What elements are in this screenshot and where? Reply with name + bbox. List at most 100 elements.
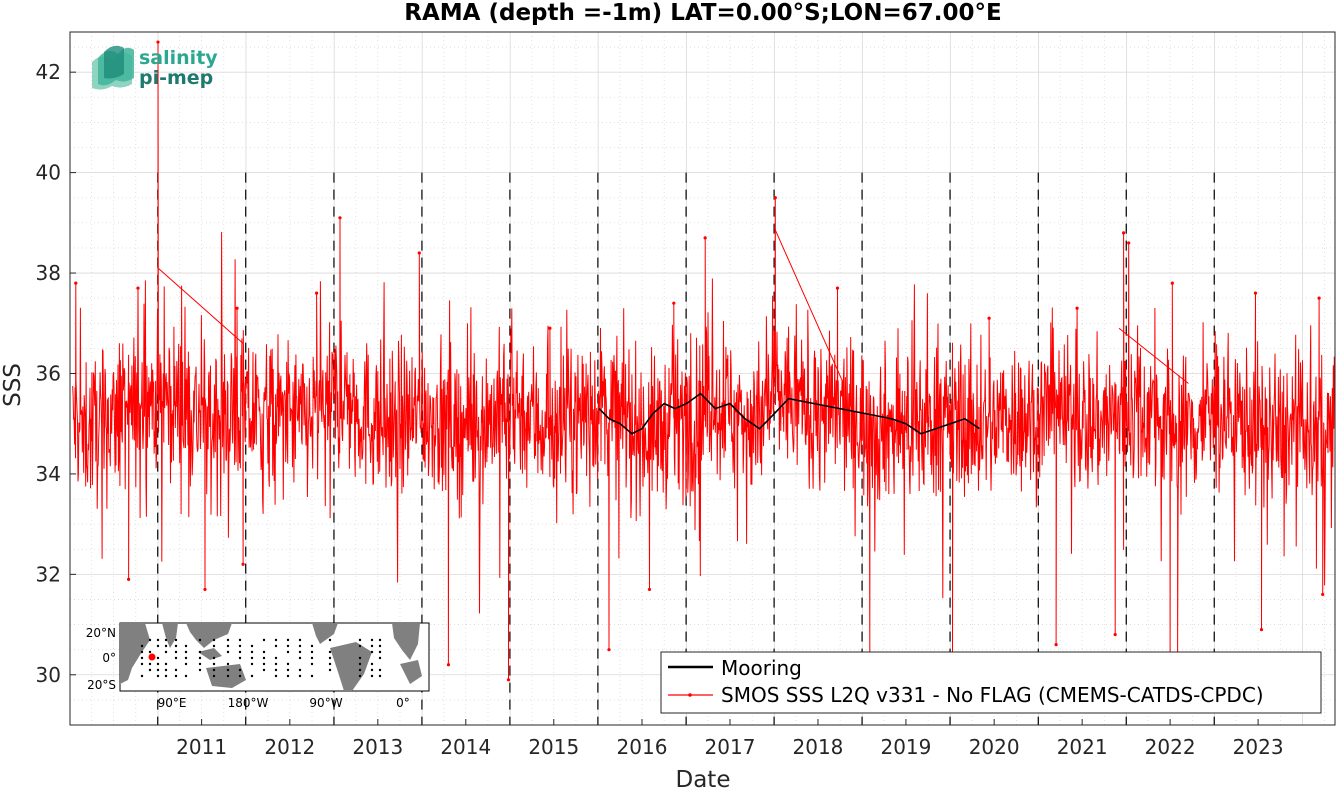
map-buoy-dot xyxy=(226,674,230,678)
logo-line1: salinity xyxy=(139,47,218,69)
map-buoy-dot xyxy=(238,650,242,654)
map-buoy-dot xyxy=(358,668,362,672)
map-buoy-dot xyxy=(286,662,290,666)
y-axis-ticks: 30 32 34 36 38 40 42 xyxy=(36,60,76,687)
legend: Mooring SMOS SSS L2Q v331 - No FLAG (CME… xyxy=(660,651,1322,714)
x-tick-label: 2016 xyxy=(617,735,668,759)
x-tick-label: 2011 xyxy=(176,735,227,759)
smos-spike-point xyxy=(987,316,991,320)
x-tick-label: 2013 xyxy=(352,735,403,759)
y-tick-label: 40 xyxy=(36,161,61,185)
y-tick-label: 30 xyxy=(36,663,61,687)
map-buoy-dot xyxy=(238,656,242,660)
map-buoy-dot xyxy=(164,668,168,672)
map-lon-label-180w: 180°W xyxy=(228,696,269,710)
map-buoy-dot xyxy=(358,656,362,660)
map-buoy-dot xyxy=(274,674,278,678)
smos-series xyxy=(72,40,1335,682)
x-tick-label: 2018 xyxy=(793,735,844,759)
map-lat-label-20s: 20°S xyxy=(87,678,116,692)
map-buoy-dot xyxy=(378,668,382,672)
map-buoy-dot xyxy=(370,638,374,642)
map-buoy-dot xyxy=(226,650,230,654)
map-buoy-dot xyxy=(164,662,168,666)
map-buoy-dot xyxy=(174,644,178,648)
x-tick-label: 2015 xyxy=(528,735,579,759)
map-buoy-dot xyxy=(198,650,202,654)
map-buoy-dot xyxy=(156,644,160,648)
map-buoy-dot xyxy=(298,668,302,672)
logo-line2: pi-mep xyxy=(139,67,213,89)
smos-spike-point xyxy=(1054,643,1058,647)
map-buoy-grid xyxy=(140,638,382,678)
smos-spike-point xyxy=(1170,281,1174,285)
map-buoy-dot xyxy=(174,668,178,672)
smos-spike-point xyxy=(1321,592,1325,597)
map-buoy-dot xyxy=(174,638,178,642)
map-buoy-dot xyxy=(378,674,382,678)
map-buoy-dot xyxy=(250,656,254,660)
smos-spike-point xyxy=(773,196,777,200)
smos-spike-point xyxy=(506,678,511,682)
inset-map: 20°N 0° 20°S 90°E 180°W 90°W 0° xyxy=(86,622,430,710)
map-buoy-dot xyxy=(212,644,216,648)
map-lon-label-90w: 90°W xyxy=(309,696,342,710)
map-buoy-dot xyxy=(164,638,168,642)
mooring-series xyxy=(598,392,980,435)
map-buoy-dot xyxy=(286,644,290,648)
map-buoy-dot xyxy=(262,638,266,642)
map-buoy-dot xyxy=(370,668,374,672)
wave-logo-icon xyxy=(92,45,134,90)
map-buoy-dot xyxy=(286,674,290,678)
map-buoy-dot xyxy=(238,674,242,678)
map-buoy-dot xyxy=(328,650,332,654)
smos-spike-point xyxy=(607,648,611,652)
map-buoy-dot xyxy=(250,644,254,648)
map-buoy-dot xyxy=(298,644,302,648)
map-buoy-dot xyxy=(262,662,266,666)
map-buoy-dot xyxy=(212,668,216,672)
smos-gap-segment xyxy=(773,227,844,384)
map-buoy-dot xyxy=(148,668,152,672)
map-lat-label-0: 0° xyxy=(102,651,116,665)
map-buoy-dot xyxy=(148,650,152,654)
legend-marker-smos xyxy=(688,693,692,697)
map-lat-label-20n: 20°N xyxy=(86,626,116,640)
map-buoy-dot xyxy=(298,638,302,642)
map-buoy-dot xyxy=(274,638,278,642)
map-buoy-dot xyxy=(358,638,362,642)
smos-spike-point xyxy=(647,587,652,592)
x-tick-label: 2012 xyxy=(264,735,315,759)
x-tick-label: 2020 xyxy=(969,735,1020,759)
map-buoy-dot xyxy=(358,662,362,666)
map-buoy-dot xyxy=(212,656,216,660)
plot-frame xyxy=(69,31,1336,726)
map-buoy-dot xyxy=(274,656,278,660)
smos-spike-point xyxy=(1259,627,1264,632)
map-buoy-dot xyxy=(378,644,382,648)
map-buoy-dot xyxy=(198,668,202,672)
map-buoy-dot xyxy=(358,674,362,678)
map-buoy-dot xyxy=(298,674,302,678)
map-buoy-dot xyxy=(370,644,374,648)
map-buoy-dot xyxy=(250,674,254,678)
map-buoy-dot xyxy=(310,650,314,654)
map-buoy-dot xyxy=(198,662,202,666)
map-buoy-dot xyxy=(140,644,144,648)
smos-spike-point xyxy=(74,281,78,285)
map-buoy-dot xyxy=(184,662,188,666)
map-buoy-dot xyxy=(298,656,302,660)
smos-spike-point xyxy=(1127,241,1131,245)
map-buoy-dot xyxy=(198,656,202,660)
map-buoy-dot xyxy=(286,638,290,642)
map-buoy-dot xyxy=(212,662,216,666)
map-buoy-dot xyxy=(140,674,144,678)
map-buoy-dot xyxy=(226,668,230,672)
y-tick-label: 32 xyxy=(36,562,61,586)
map-buoy-dot xyxy=(226,638,230,642)
x-tick-label: 2017 xyxy=(705,735,756,759)
map-buoy-dot xyxy=(184,674,188,678)
map-buoy-dot xyxy=(156,638,160,642)
x-tick-label: 2014 xyxy=(440,735,491,759)
